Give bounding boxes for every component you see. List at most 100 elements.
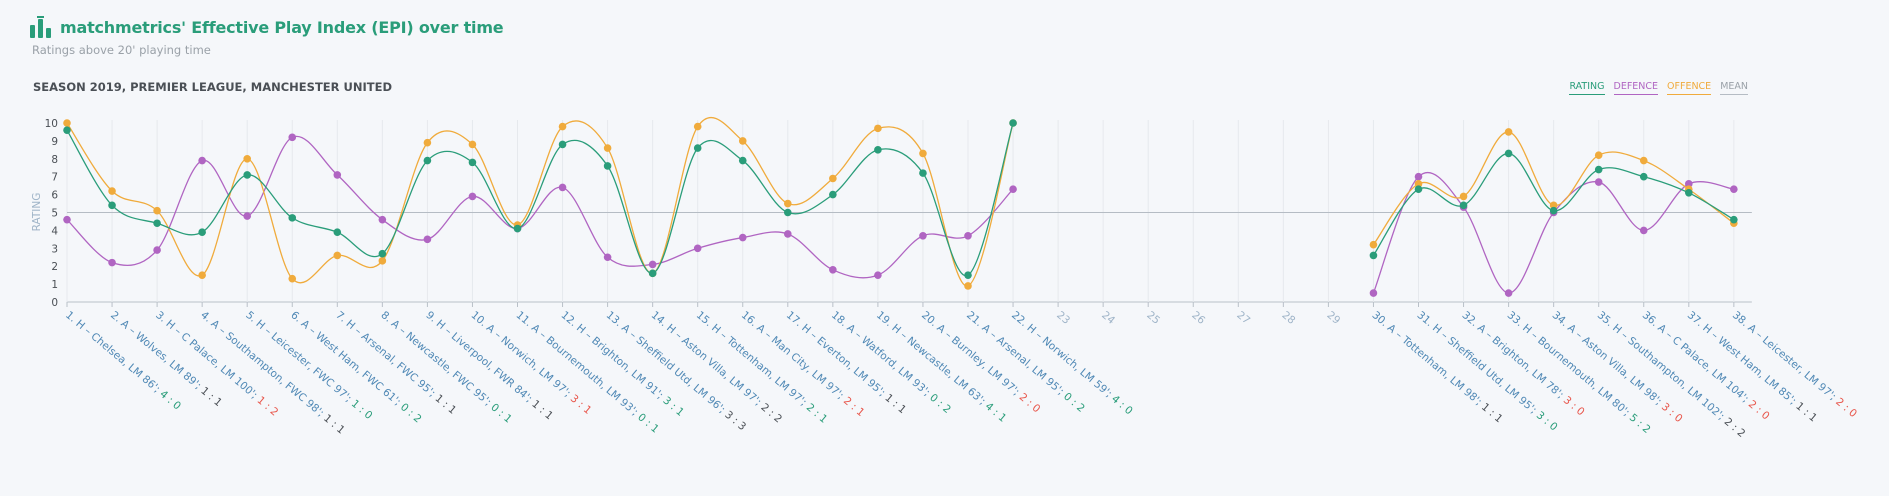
rating-series-line [1372,152,1735,256]
x-tick-label: 24 [1099,309,1117,327]
rating-point [1639,172,1648,181]
x-tick-label: 25 [1144,309,1162,327]
rating-point [1369,251,1378,260]
chart-subtitle: Ratings above 20' playing time [32,43,211,57]
y-tick-label: 10 [45,118,58,130]
rating-point [63,126,71,134]
offence-point [874,124,882,133]
offence-point [153,206,161,215]
offence-point [919,149,927,158]
rating-point [964,271,972,279]
offence-point [288,274,297,283]
defence-point [1685,180,1693,188]
rating-point [243,171,251,179]
offence-point [63,119,71,127]
rating-point [1414,185,1423,194]
rating-point [784,208,792,217]
chart-title: matchmetrics' Effective Play Index (EPI)… [60,17,504,37]
defence-point [738,233,747,242]
offence-series-line [66,116,1014,287]
rating-point [423,156,432,165]
y-tick-label: 1 [51,279,58,291]
y-tick-label: 9 [51,136,58,148]
rating-point [378,249,387,258]
x-tick-label: 27 [1234,309,1252,327]
y-tick-label: 6 [51,190,58,202]
defence-series-line [66,135,1014,279]
defence-point [874,271,882,279]
rating-point [198,228,206,236]
defence-point [829,265,837,274]
offence-point [964,282,972,290]
defence-point [1730,185,1738,194]
rating-point [919,169,927,177]
title-row: matchmetrics' Effective Play Index (EPI)… [30,16,504,38]
rating-point [468,158,477,167]
offence-point [1369,240,1378,249]
rating-point [693,144,702,152]
offence-point [603,144,612,152]
defence-point [784,230,792,238]
defence-point [288,133,297,142]
x-tick-label: 29 [1324,309,1342,327]
offence-point [829,174,837,183]
rating-point [874,146,882,154]
legend-defence[interactable]: DEFENCE [1613,81,1659,95]
rating-point [108,201,116,210]
y-tick-label: 3 [51,243,58,255]
defence-point [1414,172,1423,181]
rating-point [333,228,342,236]
rating-point [1730,215,1738,224]
rating-point [153,219,161,228]
offence-point [1459,192,1468,201]
offence-point [1414,180,1423,188]
defence-point [964,231,972,240]
x-tick-label: 28 [1279,309,1297,327]
rating-series-line [66,122,1014,276]
defence-point [693,244,702,253]
offence-point [1504,128,1513,136]
y-tick-label: 0 [51,297,58,309]
defence-point [1594,178,1603,186]
defence-point [468,192,477,201]
defence-point [1369,289,1378,297]
bar-chart-icon [30,16,51,38]
defence-point [1639,226,1648,235]
offence-point [333,251,342,260]
defence-point [378,215,387,224]
defence-point [153,246,161,254]
offence-point [1594,151,1603,160]
rating-point [738,156,747,165]
offence-series-line [1372,131,1735,246]
y-axis-label: RATING [31,193,43,232]
offence-point [693,122,702,131]
defence-point [243,212,251,220]
offence-point [558,122,567,131]
offence-point [423,138,432,147]
legend-rating[interactable]: RATING [1569,81,1605,95]
offence-point [738,137,747,145]
y-tick-label: 7 [51,172,58,184]
legend-offence[interactable]: OFFENCE [1667,81,1712,95]
offence-point [1639,156,1648,165]
defence-point [558,183,567,192]
rating-point [1549,206,1558,215]
defence-point [603,253,612,262]
defence-point [108,258,116,267]
x-tick-label: 23 [1054,309,1072,327]
defence-point [1504,289,1513,297]
defence-point [333,171,342,179]
rating-point [829,190,837,199]
rating-point [1504,149,1513,158]
defence-point [198,156,206,165]
rating-point [513,224,522,233]
rating-point [1594,165,1603,174]
offence-point [243,155,251,163]
legend-mean[interactable]: MEAN [1720,81,1748,95]
offence-point [468,140,477,149]
chart-legend: RATING DEFENCE OFFENCE MEAN [1569,81,1748,95]
rating-point [558,140,567,149]
offence-point [198,271,206,279]
x-tick-label: 26 [1189,309,1207,327]
